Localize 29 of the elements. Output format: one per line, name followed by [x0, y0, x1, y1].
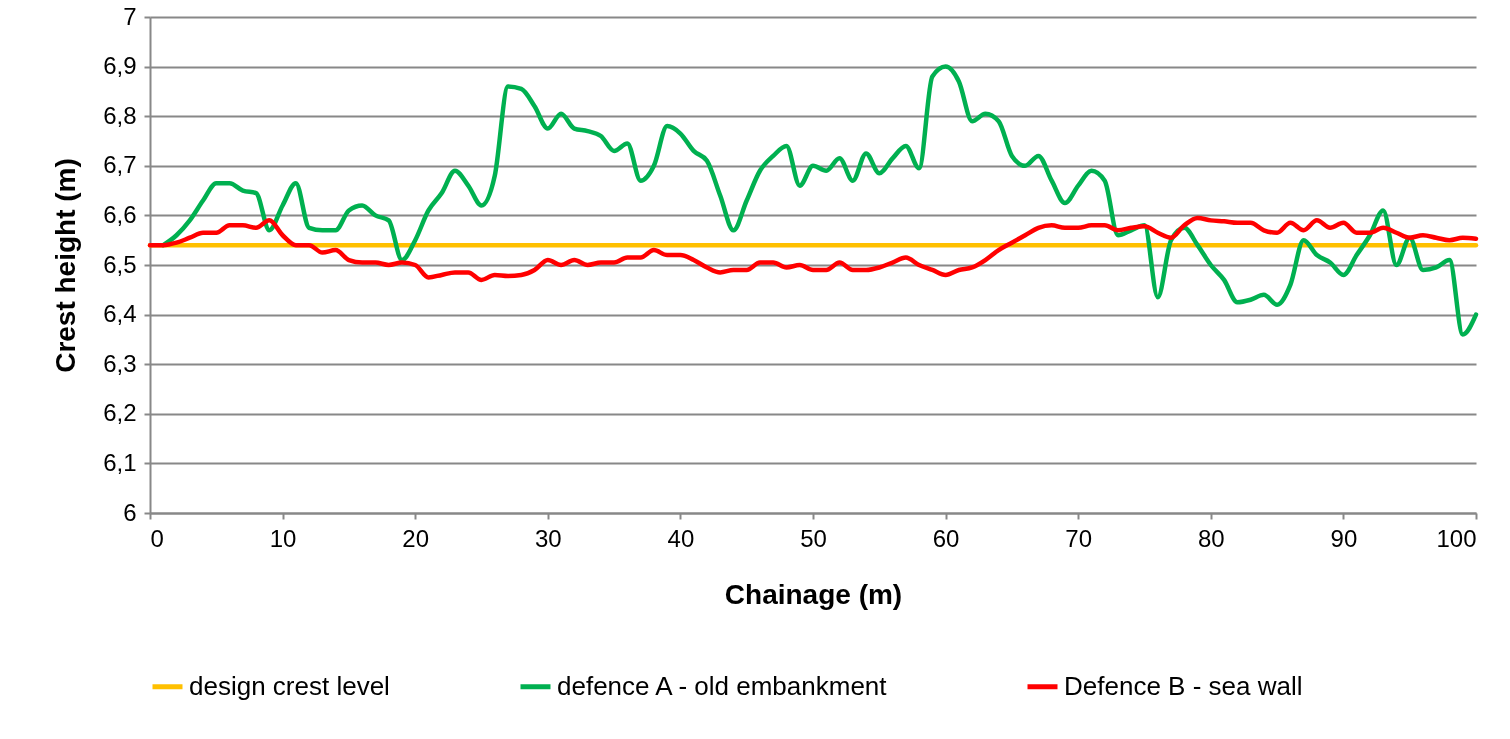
line-series	[161, 64, 1479, 337]
x-tick-label: 90	[1330, 524, 1358, 552]
x-tick-label: 30	[534, 524, 562, 552]
x-tick-label: 100	[1436, 524, 1477, 552]
x-tick-label: 20	[402, 524, 430, 552]
x-tick-label: 10	[269, 524, 297, 552]
legend-label: defence A - old embankment	[557, 670, 888, 701]
y-tick-label: 6,6	[103, 200, 137, 228]
y-tick-label: 6,7	[103, 151, 137, 179]
x-tick-label: 50	[800, 524, 827, 552]
x-tick-label: 70	[1065, 524, 1093, 552]
x-tick-label: 40	[667, 524, 695, 552]
y-tick-label: 6,1	[103, 448, 137, 476]
legend-label: design crest level	[189, 670, 390, 701]
y-tick-label: 6	[123, 498, 137, 526]
y-tick-label: 7	[123, 2, 137, 30]
line-series	[147, 215, 1479, 283]
y-axis-title: Crest height (m)	[50, 158, 82, 373]
x-axis-title: Chainage (m)	[724, 578, 903, 610]
legend-label: Defence B - sea wall	[1064, 670, 1303, 701]
x-tick-label: 60	[932, 524, 960, 552]
y-tick-label: 6,9	[103, 52, 137, 80]
y-tick-label: 6,4	[103, 300, 137, 328]
y-tick-label: 6,5	[103, 250, 137, 278]
y-tick-label: 6,8	[103, 101, 137, 129]
x-tick-label: 0	[150, 524, 164, 552]
y-tick-label: 6,2	[103, 399, 137, 427]
x-tick-label: 80	[1197, 524, 1225, 552]
y-tick-label: 6,3	[103, 349, 137, 377]
